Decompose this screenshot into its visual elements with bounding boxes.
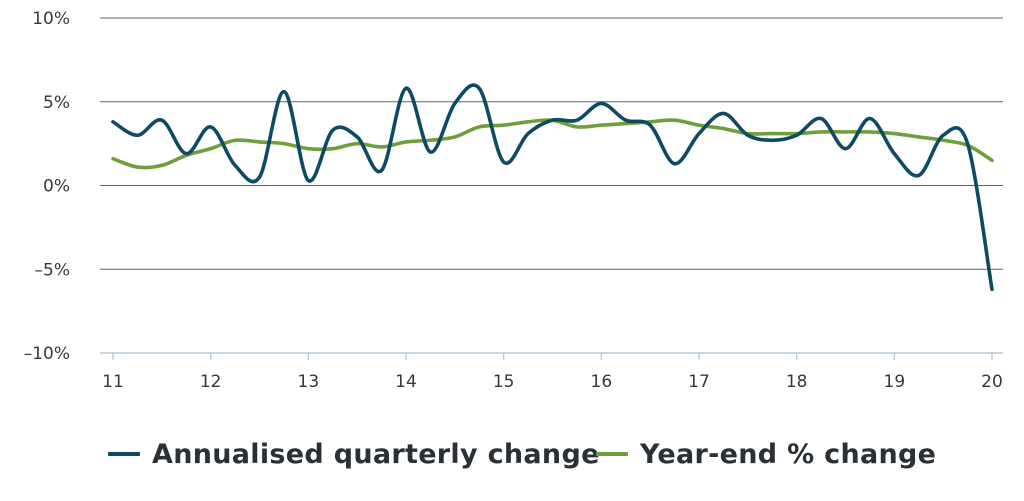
x-tick-label: 12	[200, 372, 222, 392]
x-tick-label: 11	[102, 372, 124, 392]
y-tick-label: –5%	[35, 260, 70, 280]
x-tick-label: 15	[493, 372, 515, 392]
legend-label-year-end: Year-end % change	[640, 438, 937, 470]
legend-swatch-year-end	[596, 452, 628, 456]
series-lines	[111, 83, 994, 292]
x-tick-label: 16	[591, 372, 613, 392]
legend: Annualised quarterly change Year-end % c…	[0, 432, 1024, 476]
series-line-annualised-quarterly	[111, 83, 994, 292]
y-tick-label: –10%	[24, 344, 70, 364]
legend-item-quarterly: Annualised quarterly change	[108, 432, 600, 476]
line-chart: 10% 5% 0% –5% –10% 11 12 13 14 15 16 17 18 19 20	[24, 9, 1003, 392]
x-tick-label: 19	[884, 372, 906, 392]
legend-item-year-end: Year-end % change	[596, 432, 936, 476]
axes	[112, 353, 993, 360]
x-tick-label: 13	[298, 372, 320, 392]
x-tick-label: 18	[786, 372, 808, 392]
legend-label-quarterly: Annualised quarterly change	[152, 438, 600, 470]
x-tick-label: 14	[395, 372, 417, 392]
legend-swatch-quarterly	[108, 452, 140, 456]
x-tick-label: 20	[981, 372, 1003, 392]
y-tick-label: 10%	[32, 9, 70, 29]
y-tick-label: 0%	[43, 177, 70, 197]
y-tick-label: 5%	[43, 93, 70, 113]
x-tick-label: 17	[688, 372, 710, 392]
grid	[100, 17, 1003, 354]
y-tick-labels: 10% 5% 0% –5% –10%	[24, 9, 70, 364]
x-tick-labels: 11 12 13 14 15 16 17 18 19 20	[102, 372, 1003, 392]
